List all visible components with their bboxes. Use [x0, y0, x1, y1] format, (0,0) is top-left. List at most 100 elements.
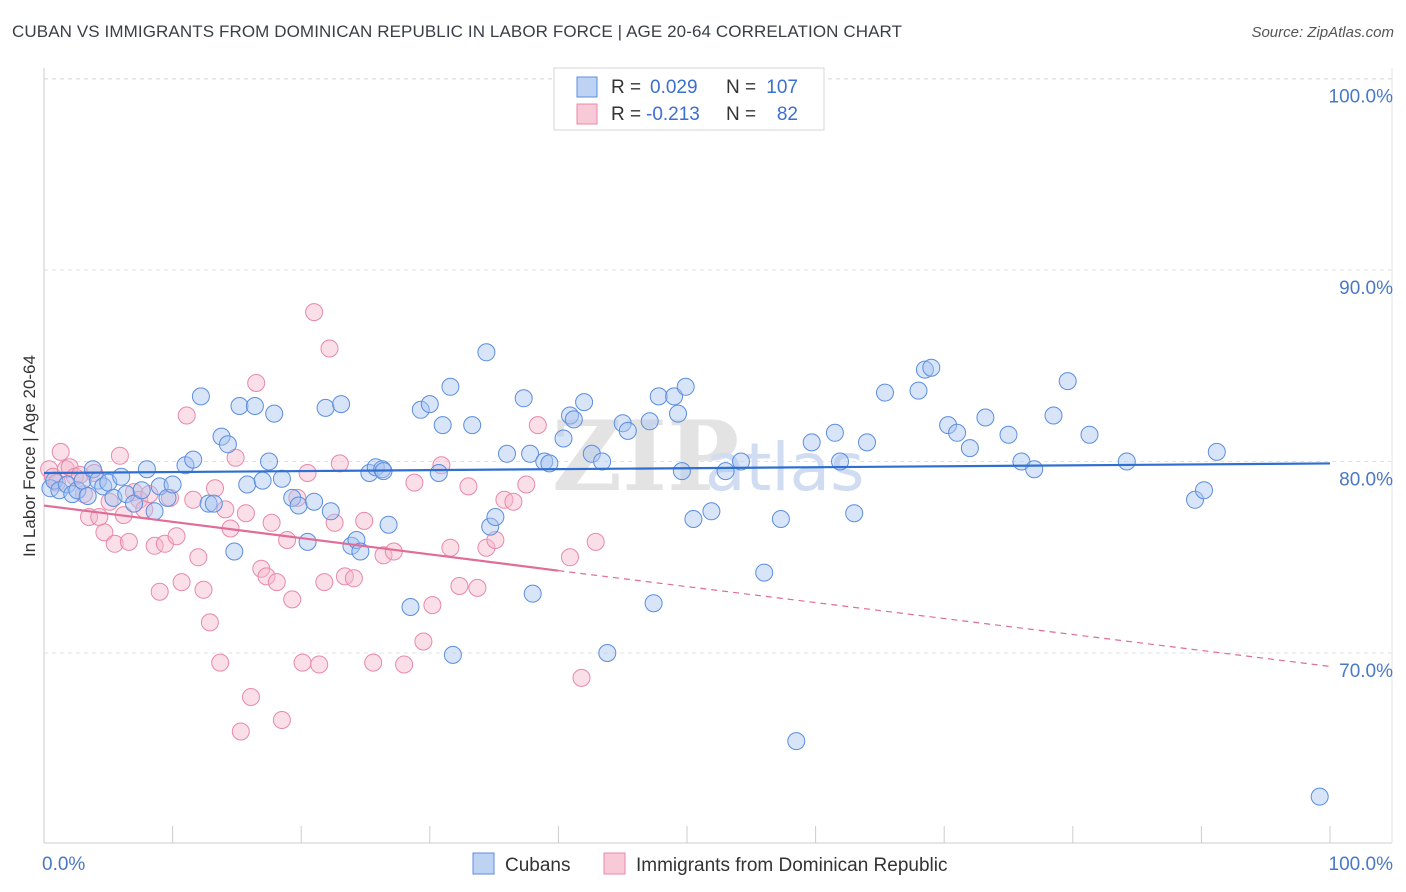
legend-n-label-1: N = — [726, 77, 756, 98]
dominican-point — [194, 580, 213, 599]
cubans-point — [523, 584, 542, 603]
cubans-point — [199, 494, 218, 513]
dominican-point — [586, 532, 605, 551]
dominican-point — [150, 582, 169, 601]
cubans-point — [575, 393, 594, 412]
dominican-point — [119, 532, 138, 551]
gridlines — [44, 78, 1392, 654]
dominican-point — [189, 548, 208, 567]
dominican-point — [267, 573, 286, 592]
cubans-point — [649, 387, 668, 406]
stats-legend: R = 0.029 N = 107 R = -0.213 N = 82 — [553, 67, 825, 131]
dominican-point — [441, 538, 460, 557]
cubans-point — [289, 496, 308, 515]
bottom-legend-swatch-dominican — [603, 852, 626, 875]
cubans-point — [1025, 460, 1044, 479]
watermark-zip: ZIP — [552, 400, 739, 513]
legend-r-value-1: 0.029 — [650, 77, 698, 98]
cubans-point — [618, 421, 637, 440]
trend-lines — [43, 462, 1331, 668]
cubans-point — [676, 377, 695, 396]
cubans-point — [401, 598, 420, 616]
dominican-point — [330, 454, 349, 473]
y-axis-label: In Labor Force | Age 20-64 — [20, 355, 39, 557]
dominican-point — [177, 406, 196, 425]
cubans-point — [732, 452, 750, 471]
legend-swatch-cubans — [576, 76, 598, 98]
dominican-point — [517, 475, 536, 494]
cubans-point — [132, 481, 151, 500]
cubans-point — [554, 429, 573, 448]
cubans-point — [184, 450, 203, 469]
dominican-point — [310, 655, 329, 674]
x-tick-label-min: 0.0% — [42, 854, 85, 875]
cubans-point — [225, 542, 244, 561]
dominican-point — [51, 442, 70, 461]
dominican-point — [355, 511, 374, 530]
cubans-point — [204, 494, 223, 513]
cubans-point — [1058, 372, 1077, 391]
cubans-point — [191, 387, 210, 406]
cubans-point — [481, 517, 500, 536]
cubans-point — [265, 404, 284, 423]
dominican-point — [450, 577, 469, 595]
cubans-point — [644, 594, 663, 613]
dominican-point — [293, 653, 312, 672]
cubans-points — [41, 343, 1329, 806]
dominican-point — [572, 668, 591, 687]
cubans-point — [802, 433, 821, 452]
cubans-point — [1117, 452, 1136, 471]
dominican-point — [374, 546, 393, 565]
dominican-point — [226, 448, 245, 467]
cubans-point — [253, 471, 272, 490]
x-tick-label-max: 100.0% — [1329, 854, 1394, 875]
cubans-point — [976, 408, 995, 427]
cubans-point — [429, 464, 448, 482]
cubans-point — [922, 358, 941, 377]
dominican-point — [320, 339, 339, 358]
dominican-point — [278, 531, 297, 549]
cubans-point — [411, 400, 430, 419]
series-legend: Cubans Immigrants from Dominican Republi… — [472, 852, 948, 876]
cubans-point — [145, 502, 164, 521]
dominican-point — [305, 303, 324, 322]
dominican-point — [184, 490, 203, 509]
cubans-point — [771, 510, 790, 528]
cubans-point — [137, 460, 156, 479]
cubans-point — [960, 439, 979, 458]
cubans-point — [915, 360, 934, 379]
dominican-point — [247, 374, 266, 392]
dominican-point — [172, 573, 191, 592]
cubans-point — [876, 383, 894, 402]
cubans-point — [316, 398, 335, 417]
cubans-point — [598, 644, 617, 662]
cubans-point — [672, 462, 691, 481]
cubans-point — [112, 467, 131, 486]
cubans-point — [521, 444, 540, 463]
dominican-point — [315, 573, 334, 592]
cubans-point — [514, 389, 533, 408]
cubans-point — [245, 397, 264, 415]
legend-r-value-2: -0.213 — [646, 104, 700, 125]
cubans-point — [845, 504, 864, 523]
cubans-point — [1044, 406, 1063, 425]
cubans-point — [716, 462, 735, 481]
bottom-legend-label-cubans: Cubans — [505, 855, 571, 876]
cubans-point — [486, 508, 505, 526]
cubans-point — [379, 515, 398, 534]
cubans-point — [858, 433, 876, 452]
dominican-point — [504, 492, 523, 511]
cubans-point — [640, 412, 659, 431]
y-tick-label-70: 70.0% — [1339, 661, 1393, 682]
dominican-point — [423, 596, 442, 615]
cubans-point — [283, 488, 302, 507]
x-axis-ticks — [172, 826, 1331, 843]
y-tick-label-80: 80.0% — [1339, 470, 1393, 491]
dominican-point — [257, 567, 276, 586]
cubans-point — [939, 416, 958, 435]
dominican-point — [477, 538, 496, 557]
cubans-point — [238, 475, 257, 494]
cubans-point — [831, 452, 849, 471]
cubans-point — [684, 510, 703, 528]
dominican-trend-line — [43, 504, 559, 572]
